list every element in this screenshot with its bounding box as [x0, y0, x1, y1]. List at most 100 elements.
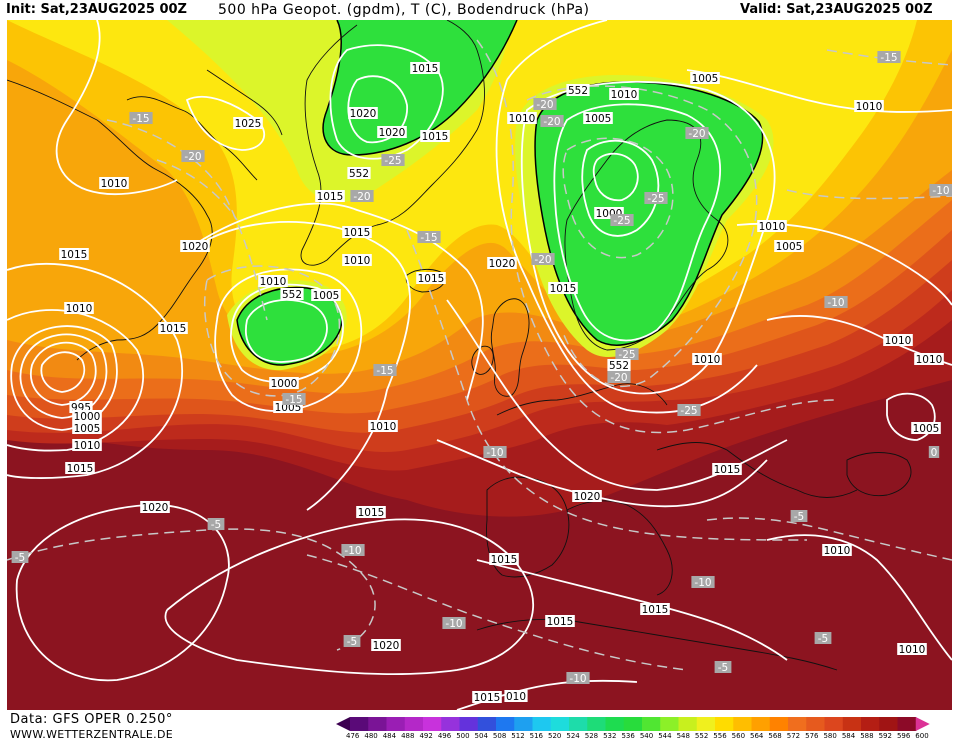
temperature-label-text: -10: [932, 185, 949, 197]
temperature-label-box: [181, 150, 205, 162]
temperature-label-20: 0: [928, 446, 940, 459]
colorbar-swatch: [423, 717, 442, 731]
colorbar-swatch: [678, 717, 698, 731]
pressure-label-44: 1015: [545, 615, 575, 628]
colorbar-tick-label: 532: [603, 732, 617, 740]
pressure-label-text: 1010: [66, 303, 93, 315]
isobars: [7, 20, 952, 710]
pressure-label-box: [897, 643, 927, 655]
isobar-1005-scand: [553, 103, 722, 342]
colorbar-swatch: [696, 717, 716, 731]
pressure-label-10: 1010: [99, 177, 129, 190]
temperature-label-text: -25: [618, 349, 635, 361]
colorbar-tick-label: 564: [750, 732, 764, 740]
colorbar-swatch: [441, 717, 460, 731]
temperature-label-box: [540, 115, 564, 127]
temperature-label-26: -10: [442, 617, 466, 630]
colorbar-swatch: [788, 717, 807, 731]
height-label-text: 552: [282, 289, 302, 301]
colorbar-tick-label: 588: [860, 732, 874, 740]
british-isles-coast: [471, 298, 530, 397]
pressure-label-text: 1010: [885, 335, 912, 347]
isobar-low-4: [10, 325, 118, 431]
isobar-1010-low: [214, 268, 363, 412]
isotherm-minus20-low: [203, 265, 341, 397]
temperature-label-text: -10: [344, 545, 361, 557]
colorbar-swatch: [514, 717, 533, 731]
pressure-label-text: 1020: [574, 491, 601, 503]
pressure-label-box: [342, 226, 372, 238]
temperature-label-24: -5: [11, 551, 29, 564]
temperature-label-text: -5: [718, 662, 728, 674]
pressure-label-box: [504, 690, 528, 702]
temperature-label-box: [644, 192, 668, 204]
pressure-label-box: [472, 691, 502, 703]
pressure-label-9: 1010: [854, 100, 884, 113]
pressure-label-text: 1010: [916, 354, 943, 366]
pressure-label-11: 1015: [315, 190, 345, 203]
pressure-label-text: 1005: [692, 73, 719, 85]
isotherm-minus5: [7, 528, 376, 651]
pressure-label-49: 010: [504, 690, 528, 703]
pressure-label-box: [315, 190, 345, 202]
pressure-label-text: 1010: [856, 101, 883, 113]
temperature-label-text: -25: [384, 155, 401, 167]
isotherm-minus15-ne: [826, 49, 952, 66]
pressure-label-27: 1010: [914, 353, 944, 366]
colorbar-tick-label: 552: [694, 732, 709, 740]
colorbar-tick-label: 496: [437, 732, 452, 740]
pressure-label-42: 1015: [489, 553, 519, 566]
colorbar-tick-label: 596: [896, 732, 911, 740]
greenland-coast: [300, 20, 485, 266]
temperature-label-8: -25: [644, 192, 668, 205]
colorbar-tick-label: 544: [658, 732, 672, 740]
pressure-label-4: 1020: [377, 126, 407, 139]
pressure-label-text: 1015: [418, 273, 445, 285]
colorbar-tick-label: 488: [401, 732, 415, 740]
colorbar-swatch: [404, 717, 424, 731]
temperature-label-30: -10: [566, 672, 590, 685]
colorbar-tick-label: 548: [676, 732, 690, 740]
temperature-label-box: [341, 544, 365, 556]
pressure-label-box: [72, 422, 102, 434]
pressure-label-text: 1010: [74, 440, 101, 452]
isobar-low-inner: [40, 351, 86, 393]
temperature-label-box: [814, 632, 832, 644]
pressure-label-box: [65, 462, 95, 474]
temperature-label-text: -5: [211, 519, 221, 531]
isotherm-minus5-east: [706, 517, 952, 561]
temperature-label-box: [677, 404, 701, 416]
temperature-label-11: -15: [417, 231, 441, 244]
pressure-label-37: 1015: [65, 462, 95, 475]
temperature-label-text: -5: [15, 552, 25, 564]
pressure-label-12: 1015: [342, 226, 372, 239]
pressure-label-box: [489, 553, 519, 565]
temperature-label-text: -5: [794, 511, 804, 523]
temperature-label-28: -5: [814, 632, 832, 645]
pressure-label-46: 1020: [371, 639, 401, 652]
temperature-label-text: -10: [694, 577, 711, 589]
pressure-label-box: [712, 463, 742, 475]
colorbar-swatch: [879, 717, 898, 731]
temperature-label-7: -20: [350, 190, 374, 203]
pressure-label-box: [72, 410, 102, 422]
temperature-label-box: [129, 112, 153, 124]
init-time-label: Init: Sat,23AUG2025 00Z: [6, 2, 187, 17]
isobar-1010-east-n: [686, 69, 952, 113]
temperature-label-0: -15: [877, 51, 901, 64]
pressure-label-48: 1015: [472, 691, 502, 704]
temperature-label-27: -5: [343, 635, 361, 648]
colorbar-swatch: [496, 717, 515, 731]
temperature-label-14: -25: [615, 348, 639, 361]
pressure-label-box: [99, 177, 129, 189]
colorbar-swatch: [532, 717, 552, 731]
temperature-label-text: -20: [543, 116, 560, 128]
colorbar-tick-label: 492: [419, 732, 433, 740]
temperature-label-text: -15: [285, 394, 302, 406]
temperature-label-box: [685, 127, 709, 139]
temperature-label-box: [691, 576, 715, 588]
isobar-1020-mid: [186, 202, 484, 401]
temperature-isotherms: [7, 39, 952, 671]
pressure-label-box: [692, 353, 722, 365]
